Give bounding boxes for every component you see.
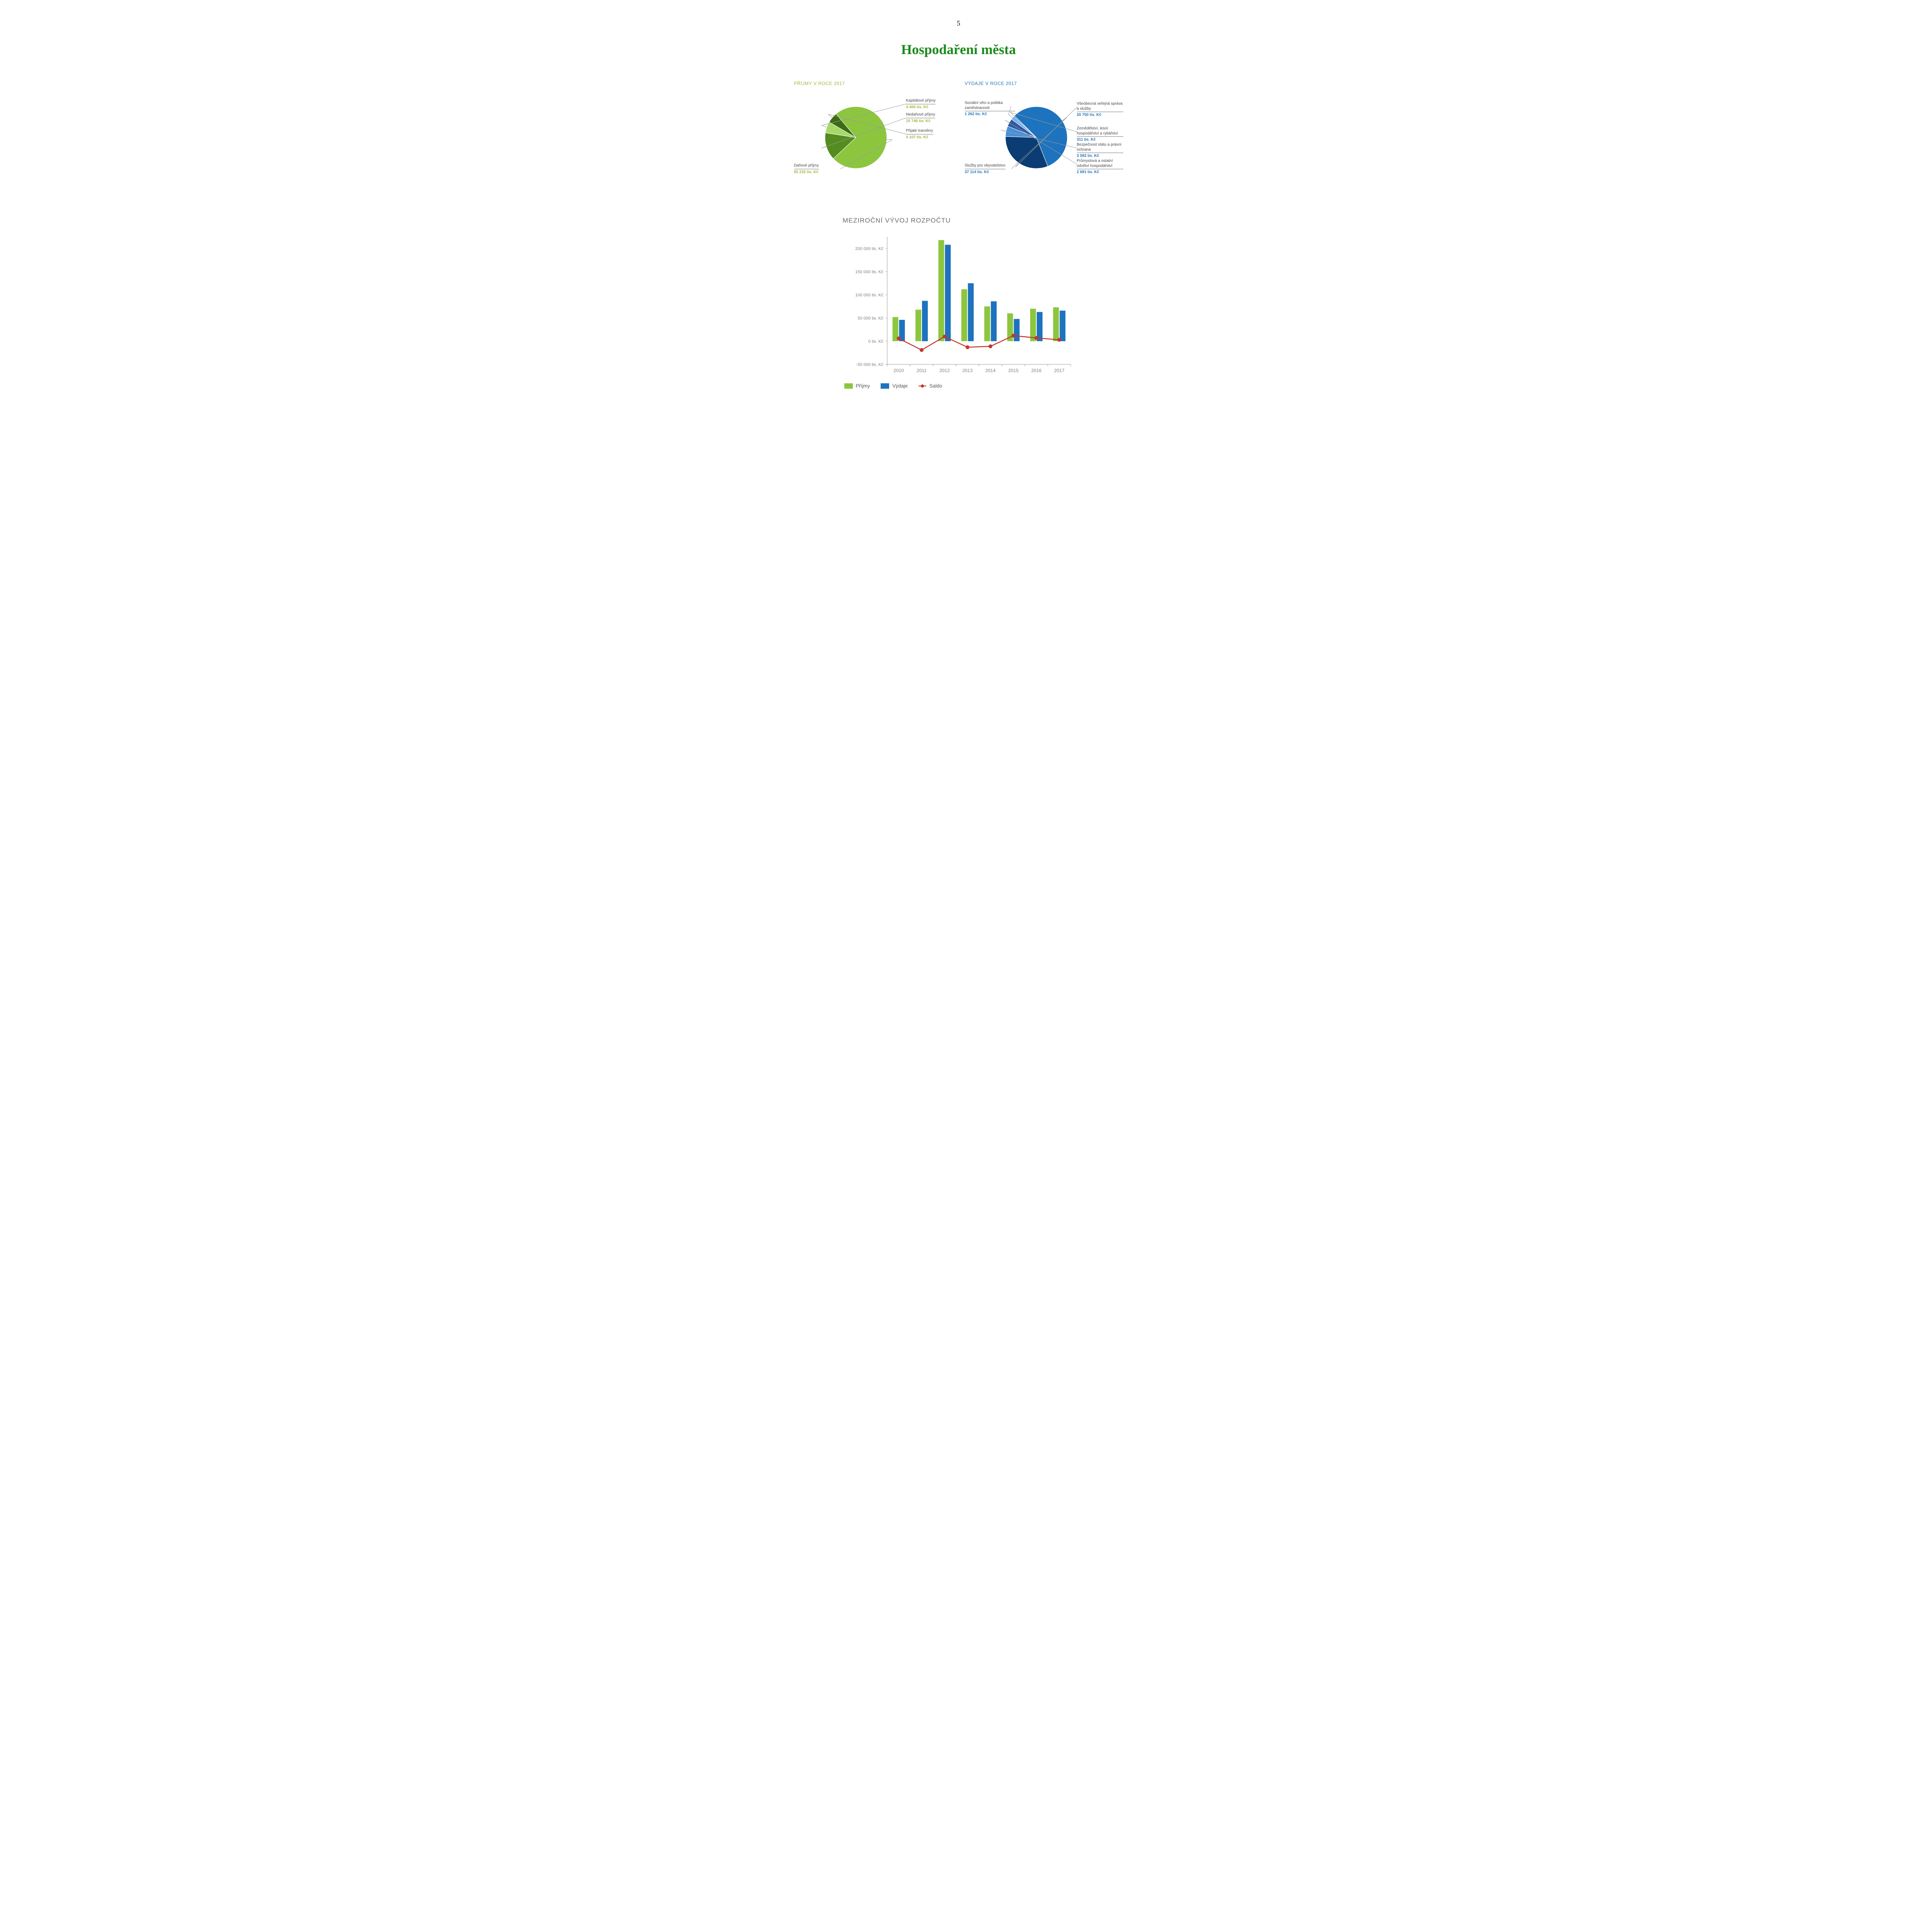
x-tick-label: 2013 [962, 368, 973, 373]
bar [968, 283, 973, 341]
bar [1014, 319, 1019, 341]
pie-label: Bezpečnost státu a právní ochrana3 582 t… [1077, 143, 1123, 159]
bar [1053, 307, 1059, 341]
page-number: 5 [794, 19, 1123, 27]
legend-swatch [881, 383, 889, 389]
pie-label: Všeobecná veřejná správa a služby20 750 … [1077, 102, 1123, 118]
pie-label-value: 37 114 tis. Kč [965, 170, 1015, 175]
pie-label: Daňové příjmy55 232 tis. Kč [794, 163, 844, 175]
line-point [1011, 334, 1015, 338]
line-point [920, 348, 924, 352]
bar [938, 240, 944, 341]
bar [915, 310, 921, 341]
bar [1060, 311, 1065, 341]
pie-label-text: Zemědělství, lesní hospodářství a rybářs… [1077, 126, 1123, 137]
bar [991, 301, 997, 341]
pie-label-value: 10 746 tis. Kč [906, 119, 953, 124]
y-tick-label: 50 000 tis. Kč [857, 316, 883, 321]
pie-label-text: Přijaté transfery [906, 129, 933, 134]
pie-label-text: Sociální věci a politika zaměstnanosti [965, 101, 1015, 111]
pie-label-text: Daňové příjmy [794, 163, 819, 169]
bar-chart-area: -50 000 tis. Kč 0 tis. Kč 50 000 tis. Kč 10… [843, 233, 1075, 380]
legend-item: Příjmy [844, 383, 870, 389]
line-point [942, 335, 946, 338]
pie-label: Sociální věci a politika zaměstnanosti1 … [965, 101, 1015, 117]
bar-chart-svg: -50 000 tis. Kč 0 tis. Kč 50 000 tis. Kč 10… [843, 233, 1075, 380]
legend-swatch [844, 383, 853, 389]
income-pie-block: PŘÍJMY V ROCE 2017 Kapitálové příjmy4 40… [794, 81, 953, 178]
x-tick-label: 2015 [1008, 368, 1019, 373]
pie-label-value: 55 232 tis. Kč [794, 170, 844, 175]
pie-label: Přijaté transfery4 107 tis. Kč [906, 129, 953, 140]
x-tick-label: 2016 [1031, 368, 1041, 373]
pie-label-value: 4 107 tis. Kč [906, 135, 953, 140]
x-tick-label: 2010 [893, 368, 904, 373]
pie-label: Zemědělství, lesní hospodářství a rybářs… [1077, 126, 1123, 143]
y-tick-label: -50 000 tis. Kč [856, 362, 883, 367]
pie-label-value: 3 582 tis. Kč [1077, 154, 1123, 159]
legend-label: Saldo [929, 383, 942, 389]
legend-line-swatch [919, 384, 926, 388]
bar [961, 289, 967, 341]
bar [945, 245, 951, 341]
y-tick-label: 150 000 tis. Kč [855, 270, 883, 274]
pie-label-value: 311 tis. Kč [1077, 138, 1123, 143]
pie-label-text: Průmyslová a ostatní odvětví hospodářstv… [1077, 159, 1123, 169]
y-tick-label: 100 000 tis. Kč [855, 293, 883, 298]
pie-label-text: Bezpečnost státu a právní ochrana [1077, 143, 1123, 153]
expense-pie-block: VÝDAJE V ROCE 2017 Sociální věci a polit… [965, 81, 1123, 178]
pie-label-value: 2 681 tis. Kč [1077, 170, 1123, 175]
bar-chart-legend: Příjmy Výdaje Saldo [843, 383, 1075, 389]
legend-item: Saldo [919, 383, 942, 389]
bar-chart-title: MEZIROČNÍ VÝVOJ ROZPOČTU [843, 217, 1075, 224]
legend-item: Výdaje [881, 383, 908, 389]
y-tick-label: 0 tis. Kč [868, 339, 883, 344]
pie-label-value: 4 406 tis. Kč [906, 105, 953, 110]
bar [1030, 309, 1036, 341]
page-title: Hospodaření města [794, 41, 1123, 58]
bar [922, 301, 928, 341]
line-point [896, 337, 900, 340]
line-point [1057, 338, 1061, 342]
pie-label: Nedaňové příjmy10 746 tis. Kč [906, 112, 953, 124]
pie-label-value: 1 262 tis. Kč [965, 112, 1015, 117]
pie-label-text: Nedaňové příjmy [906, 112, 936, 118]
expense-pie-title: VÝDAJE V ROCE 2017 [965, 81, 1123, 86]
pie-label-text: Služby pro obyvatelstvo [965, 163, 1006, 169]
bar-chart-block: MEZIROČNÍ VÝVOJ ROZPOČTU -50 000 tis. Kč… [843, 217, 1075, 389]
legend-label: Výdaje [892, 383, 908, 389]
income-pie-area: Kapitálové příjmy4 406 tis. Kč Nedaňové p… [794, 93, 953, 178]
x-tick-label: 2012 [939, 368, 950, 373]
line-point [988, 344, 992, 348]
pie-row: PŘÍJMY V ROCE 2017 Kapitálové příjmy4 40… [794, 81, 1123, 178]
line-point [1034, 336, 1038, 340]
pie-label-value: 20 750 tis. Kč [1077, 113, 1123, 118]
pie-label: Průmyslová a ostatní odvětví hospodářstv… [1077, 159, 1123, 175]
x-tick-label: 2017 [1054, 368, 1064, 373]
bar [984, 306, 990, 341]
pie-label-text: Kapitálové příjmy [906, 99, 936, 104]
y-tick-label: 200 000 tis. Kč [855, 247, 883, 251]
pie-label: Kapitálové příjmy4 406 tis. Kč [906, 99, 953, 110]
x-tick-label: 2011 [917, 368, 927, 373]
pie-label-text: Všeobecná veřejná správa a služby [1077, 102, 1123, 112]
income-pie-title: PŘÍJMY V ROCE 2017 [794, 81, 953, 86]
pie-label: Služby pro obyvatelstvo37 114 tis. Kč [965, 163, 1015, 175]
x-tick-label: 2014 [985, 368, 995, 373]
line-point [965, 345, 969, 349]
legend-label: Příjmy [856, 383, 870, 389]
expense-pie-area: Sociální věci a politika zaměstnanosti1 … [965, 93, 1123, 178]
